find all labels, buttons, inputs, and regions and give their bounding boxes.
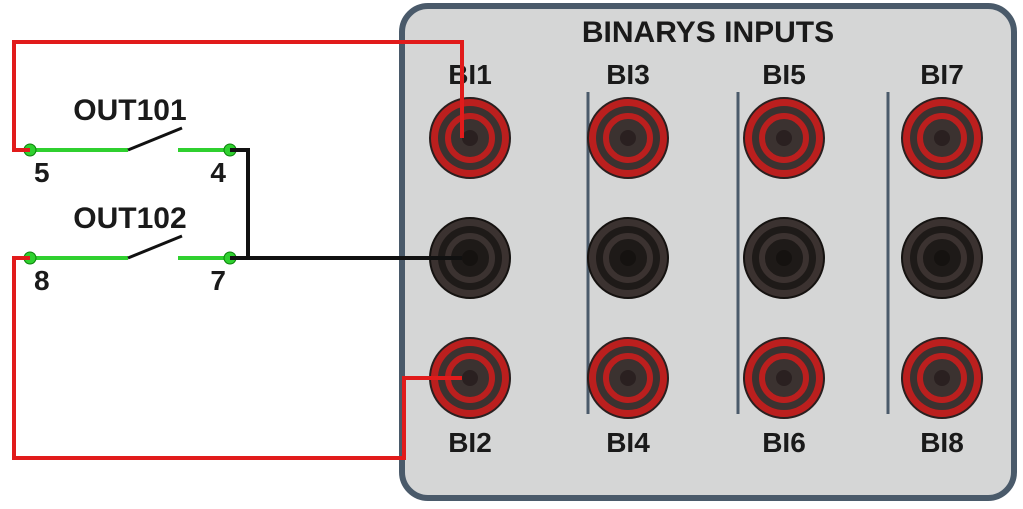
pin-number: 8 bbox=[34, 265, 50, 296]
jack-label: BI8 bbox=[920, 427, 964, 458]
jack-bi5-mid bbox=[744, 218, 824, 298]
jack-label: BI1 bbox=[448, 59, 492, 90]
jack-label: BI6 bbox=[762, 427, 806, 458]
jack-label: BI3 bbox=[606, 59, 650, 90]
contact-label: OUT102 bbox=[73, 202, 186, 235]
jack-bi7-mid bbox=[902, 218, 982, 298]
jack-bi3-mid bbox=[588, 218, 668, 298]
panel-title: BINARYS INPUTS bbox=[582, 16, 834, 49]
jack-label: BI7 bbox=[920, 59, 964, 90]
contact-label: OUT101 bbox=[73, 94, 186, 127]
jack-label: BI5 bbox=[762, 59, 806, 90]
jack-label: BI4 bbox=[606, 427, 650, 458]
wiring-diagram: BINARYS INPUTS BI1 BI3 BI5 BI7 BI2 BI4 BI6 BI8 OU… bbox=[0, 0, 1023, 509]
pin-number: 4 bbox=[210, 157, 226, 188]
contact-out101: OUT101 5 4 bbox=[24, 94, 236, 188]
pin-number: 7 bbox=[210, 265, 226, 296]
jack-label: BI2 bbox=[448, 427, 492, 458]
wire-red-to-bi2 bbox=[14, 258, 462, 458]
pin-number: 5 bbox=[34, 157, 50, 188]
contact-out102: OUT102 8 7 bbox=[24, 202, 236, 296]
